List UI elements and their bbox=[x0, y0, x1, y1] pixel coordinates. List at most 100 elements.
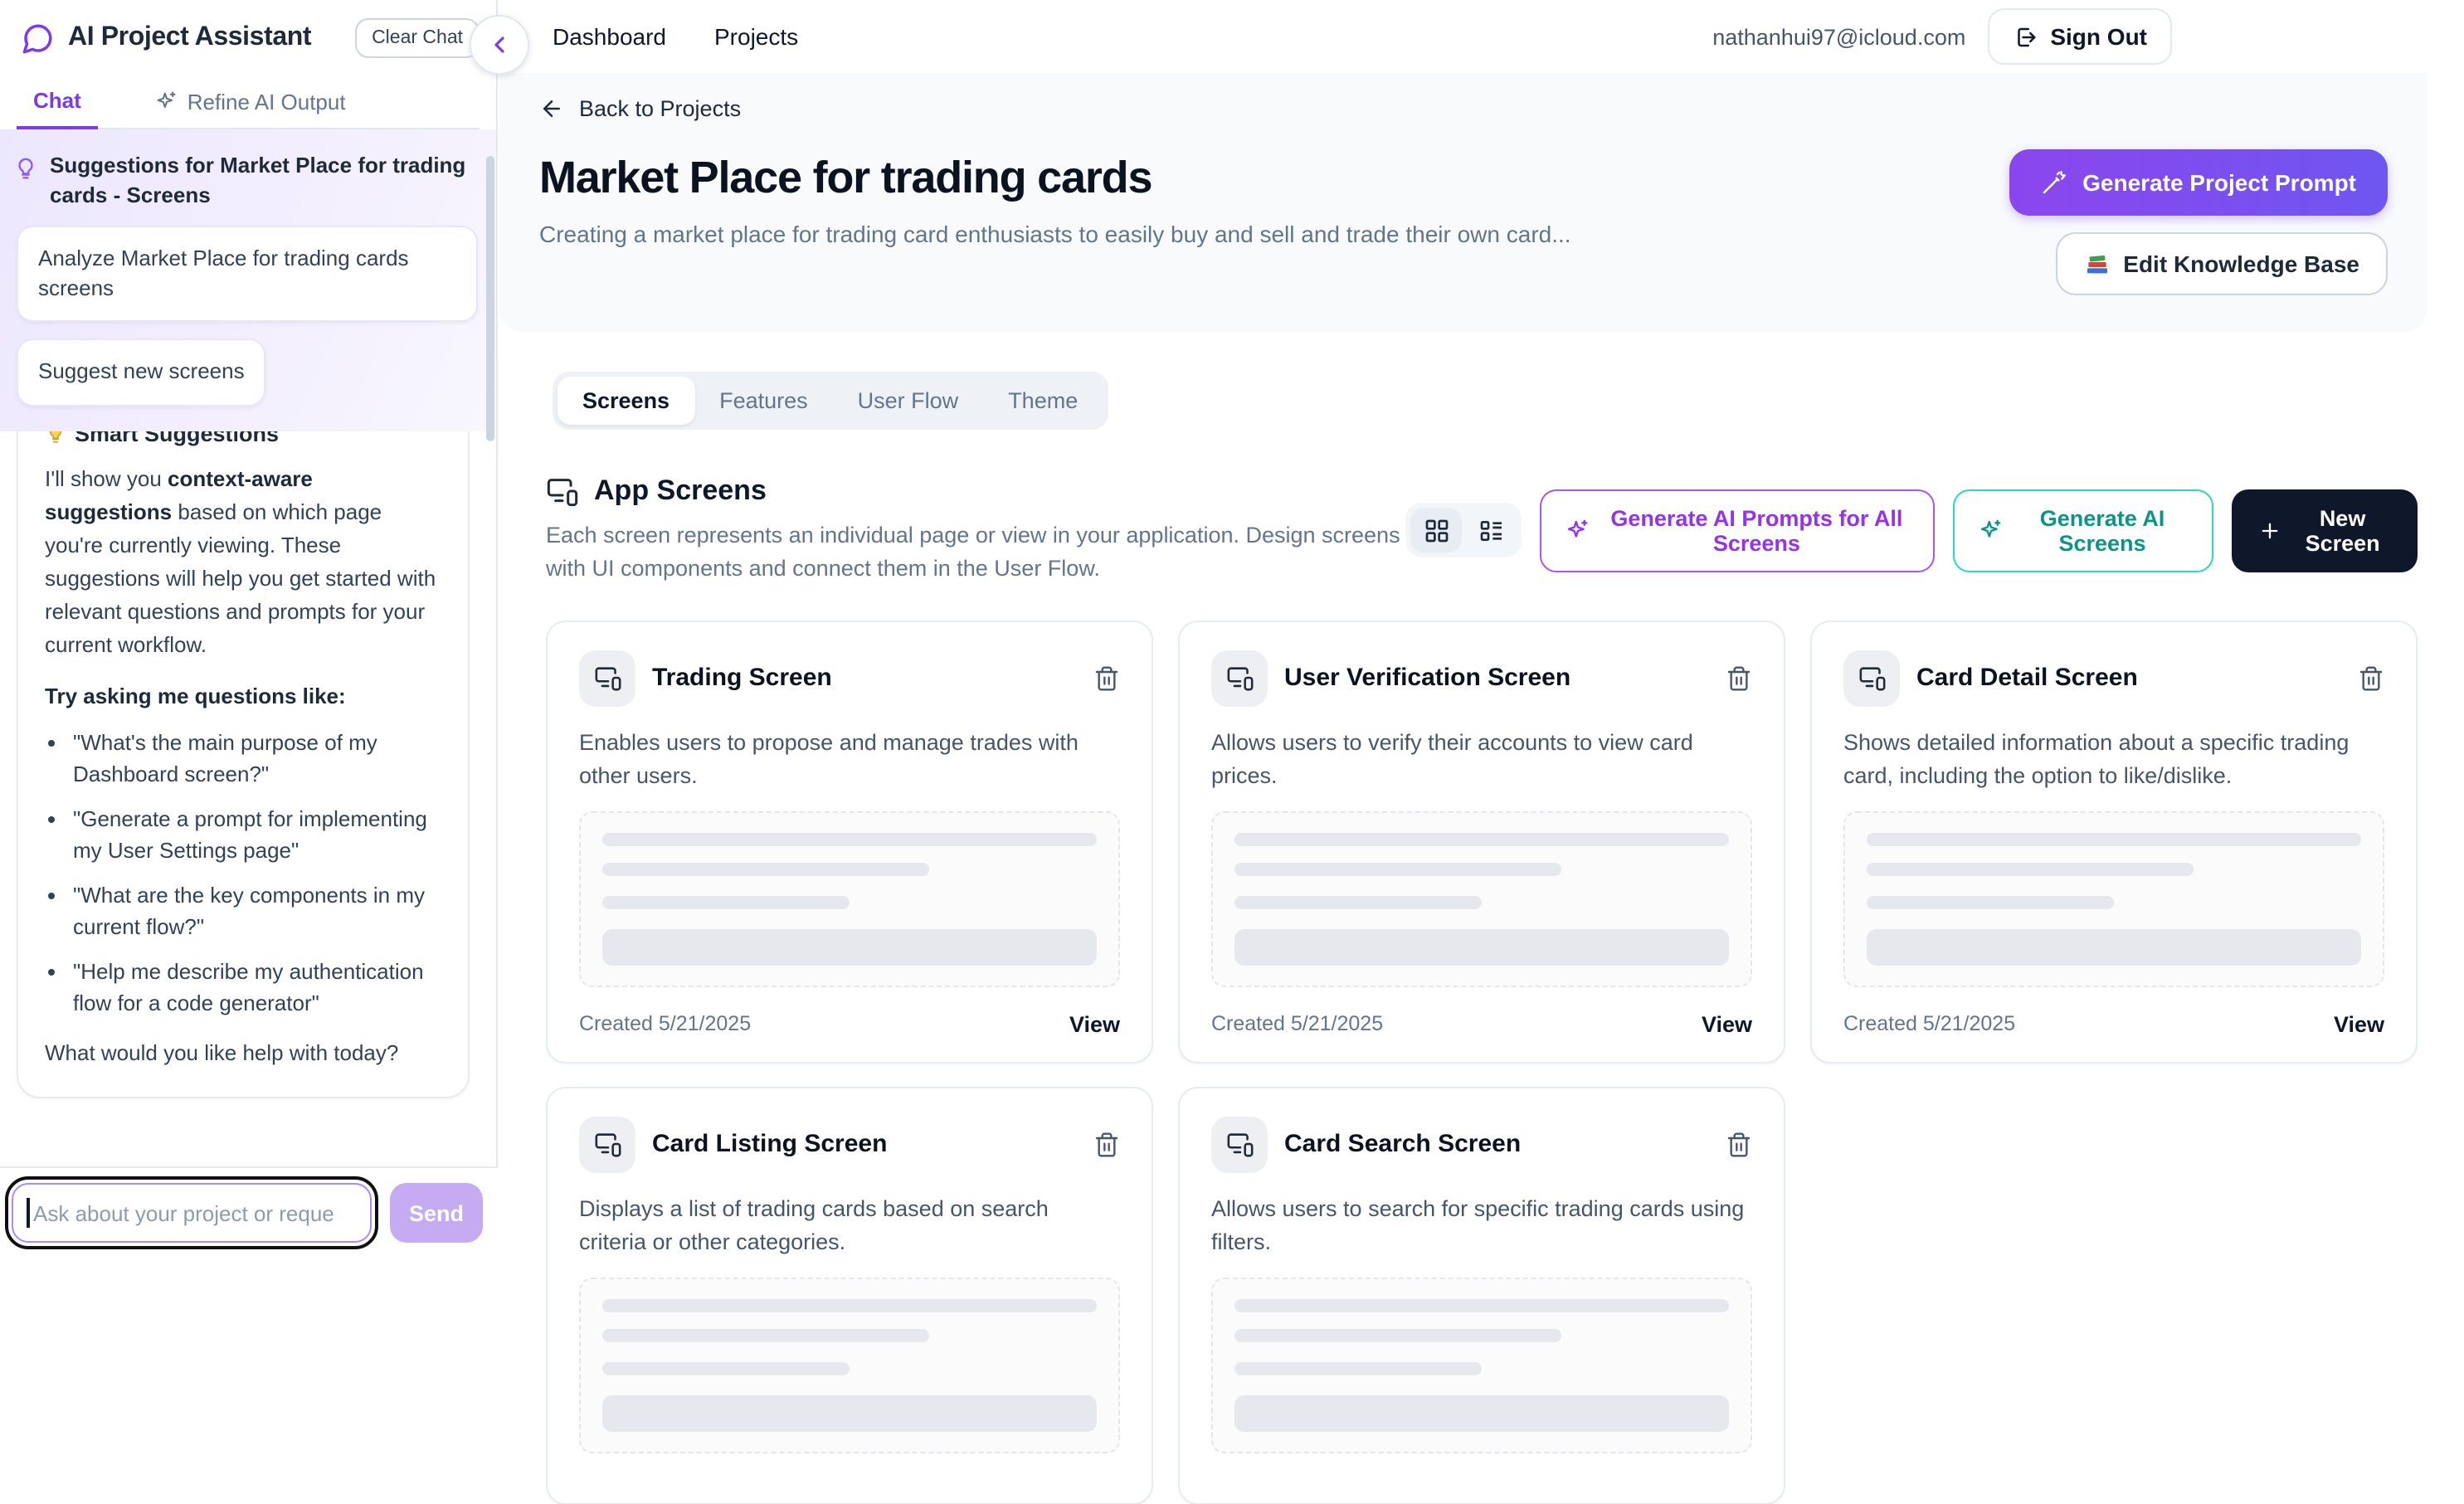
section-title: App Screens bbox=[594, 475, 767, 506]
screens-icon bbox=[579, 1116, 635, 1172]
project-description: Creating a market place for trading card… bbox=[539, 221, 1571, 247]
generate-ai-screens-button[interactable]: Generate AI Screens bbox=[1953, 489, 2213, 572]
sparkles-icon bbox=[1565, 518, 1590, 543]
screens-icon bbox=[1211, 650, 1268, 706]
sparkles-icon bbox=[154, 90, 178, 113]
screen-title: Trading Screen bbox=[652, 664, 832, 692]
suggestion-analyze-screens[interactable]: Analyze Market Place for trading cards s… bbox=[17, 226, 478, 323]
screen-title: Card Listing Screen bbox=[652, 1130, 888, 1158]
tab-chat[interactable]: Chat bbox=[17, 75, 98, 129]
edit-knowledge-base-button[interactable]: Edit Knowledge Base bbox=[2055, 232, 2388, 295]
suggested-questions-list: "What's the main purpose of my Dashboard… bbox=[45, 726, 441, 1020]
screens-icon bbox=[579, 650, 635, 706]
screen-title: Card Search Screen bbox=[1284, 1130, 1522, 1158]
app-root: AI Project Assistant Clear Chat Chat Ref… bbox=[0, 0, 2464, 1258]
main-area: Dashboard Projects nathanhui97@icloud.co… bbox=[499, 0, 2464, 1504]
sidebar-header: AI Project Assistant Clear Chat bbox=[0, 0, 496, 68]
collapse-sidebar-button[interactable] bbox=[470, 15, 529, 75]
chat-input-row: Send bbox=[0, 1166, 498, 1258]
assistant-sidebar: AI Project Assistant Clear Chat Chat Ref… bbox=[0, 0, 498, 1258]
screens-icon bbox=[1211, 1116, 1268, 1172]
delete-screen-button[interactable] bbox=[1093, 664, 1120, 691]
screens-icon bbox=[1843, 650, 1900, 706]
view-toggle bbox=[1405, 503, 1522, 558]
books-icon bbox=[2083, 251, 2110, 277]
screen-card[interactable]: Card Listing Screen Displays a list of t… bbox=[546, 1086, 1153, 1504]
generate-project-prompt-button[interactable]: Generate Project Prompt bbox=[2009, 149, 2388, 216]
screen-preview-skeleton bbox=[1843, 810, 2384, 986]
tab-features[interactable]: Features bbox=[719, 388, 808, 413]
message-try-heading: Try asking me questions like: bbox=[45, 683, 346, 708]
sidebar-scrollbar[interactable] bbox=[486, 156, 494, 441]
skeleton-bar bbox=[1867, 895, 2114, 908]
trash-icon bbox=[1727, 1132, 1751, 1156]
grid-view-button[interactable] bbox=[1410, 508, 1462, 553]
tab-theme[interactable]: Theme bbox=[1008, 388, 1079, 413]
delete-screen-button[interactable] bbox=[1093, 1131, 1120, 1157]
delete-screen-button[interactable] bbox=[1726, 664, 1752, 691]
view-screen-link[interactable]: View bbox=[2333, 1011, 2384, 1036]
lightbulb-icon bbox=[13, 156, 38, 209]
screen-card[interactable]: Trading Screen Enables users to propose … bbox=[546, 620, 1153, 1063]
chat-input[interactable] bbox=[5, 1176, 378, 1249]
screen-card[interactable]: Card Search Screen Allows users to searc… bbox=[1178, 1086, 1785, 1504]
suggestion-new-screens[interactable]: Suggest new screens bbox=[17, 338, 266, 406]
screen-preview-skeleton bbox=[579, 1277, 1120, 1453]
app-screens-header: App Screens Each screen represents an in… bbox=[546, 475, 2418, 587]
screen-preview-skeleton bbox=[1211, 1277, 1752, 1453]
view-screen-link[interactable]: View bbox=[1069, 1011, 1120, 1036]
delete-screen-button[interactable] bbox=[1726, 1131, 1752, 1157]
screen-description: Shows detailed information about a speci… bbox=[1843, 729, 2350, 788]
list-icon bbox=[1479, 520, 1501, 541]
skeleton-bar bbox=[602, 832, 1097, 845]
view-screen-link[interactable]: View bbox=[1701, 1011, 1752, 1036]
list-item: "What's the main purpose of my Dashboard… bbox=[73, 726, 441, 791]
screen-card[interactable]: User Verification Screen Allows users to… bbox=[1178, 620, 1785, 1063]
skeleton-bar bbox=[602, 928, 1097, 965]
new-screen-button[interactable]: New Screen bbox=[2231, 489, 2418, 572]
tab-refine-ai-output[interactable]: Refine AI Output bbox=[138, 75, 363, 128]
chat-bubble-icon bbox=[20, 21, 55, 56]
skeleton-bar bbox=[602, 895, 850, 908]
delete-screen-button[interactable] bbox=[2358, 664, 2384, 691]
skeleton-bar bbox=[1234, 832, 1729, 845]
page-title: Market Place for trading cards bbox=[539, 153, 1152, 202]
assistant-message: Smart Suggestions I'll show you context-… bbox=[17, 397, 470, 1098]
screen-description: Allows users to search for specific trad… bbox=[1211, 1195, 1745, 1254]
grid-icon bbox=[1424, 519, 1448, 542]
nav-dashboard[interactable]: Dashboard bbox=[553, 23, 666, 50]
screen-card[interactable]: Card Detail Screen Shows detailed inform… bbox=[1810, 620, 2418, 1063]
suggestions-panel: Suggestions for Market Place for trading… bbox=[0, 129, 496, 431]
clear-chat-button[interactable]: Clear Chat bbox=[355, 18, 480, 58]
created-date: Created 5/21/2025 bbox=[1211, 1012, 1384, 1035]
created-date: Created 5/21/2025 bbox=[579, 1012, 752, 1035]
screen-preview-skeleton bbox=[1211, 810, 1752, 986]
trash-icon bbox=[2359, 665, 2383, 690]
skeleton-bar bbox=[1234, 928, 1729, 965]
send-button[interactable]: Send bbox=[390, 1183, 483, 1243]
generate-ai-prompts-all-button[interactable]: Generate AI Prompts for All Screens bbox=[1540, 489, 1936, 572]
project-header: Back to Projects Market Place for tradin… bbox=[499, 73, 2427, 332]
list-item: "Help me describe my authentication flow… bbox=[73, 955, 441, 1020]
skeleton-bar bbox=[602, 1328, 929, 1341]
screen-description: Displays a list of trading cards based o… bbox=[579, 1195, 1049, 1254]
tab-screens[interactable]: Screens bbox=[558, 377, 695, 425]
text-caret bbox=[27, 1198, 29, 1228]
sign-out-button[interactable]: Sign Out bbox=[1987, 8, 2172, 65]
skeleton-bar bbox=[602, 862, 929, 875]
skeleton-bar bbox=[1234, 1361, 1482, 1375]
nav-projects[interactable]: Projects bbox=[714, 23, 799, 50]
plus-icon bbox=[2257, 519, 2281, 543]
screen-title: Card Detail Screen bbox=[1916, 664, 2138, 692]
back-to-projects-link[interactable]: Back to Projects bbox=[539, 96, 741, 121]
screen-description: Enables users to propose and manage trad… bbox=[579, 729, 1079, 788]
tab-user-flow[interactable]: User Flow bbox=[857, 388, 959, 413]
list-view-button[interactable] bbox=[1465, 509, 1517, 553]
sparkles-icon bbox=[1979, 518, 2004, 543]
project-tabs: Screens Features User Flow Theme bbox=[553, 372, 1108, 430]
list-item: "Generate a prompt for implementing my U… bbox=[73, 802, 441, 867]
message-intro: I'll show you context-aware suggestions … bbox=[45, 465, 436, 658]
trash-icon bbox=[1727, 665, 1751, 690]
trash-icon bbox=[1095, 665, 1118, 690]
skeleton-bar bbox=[1234, 1298, 1729, 1312]
